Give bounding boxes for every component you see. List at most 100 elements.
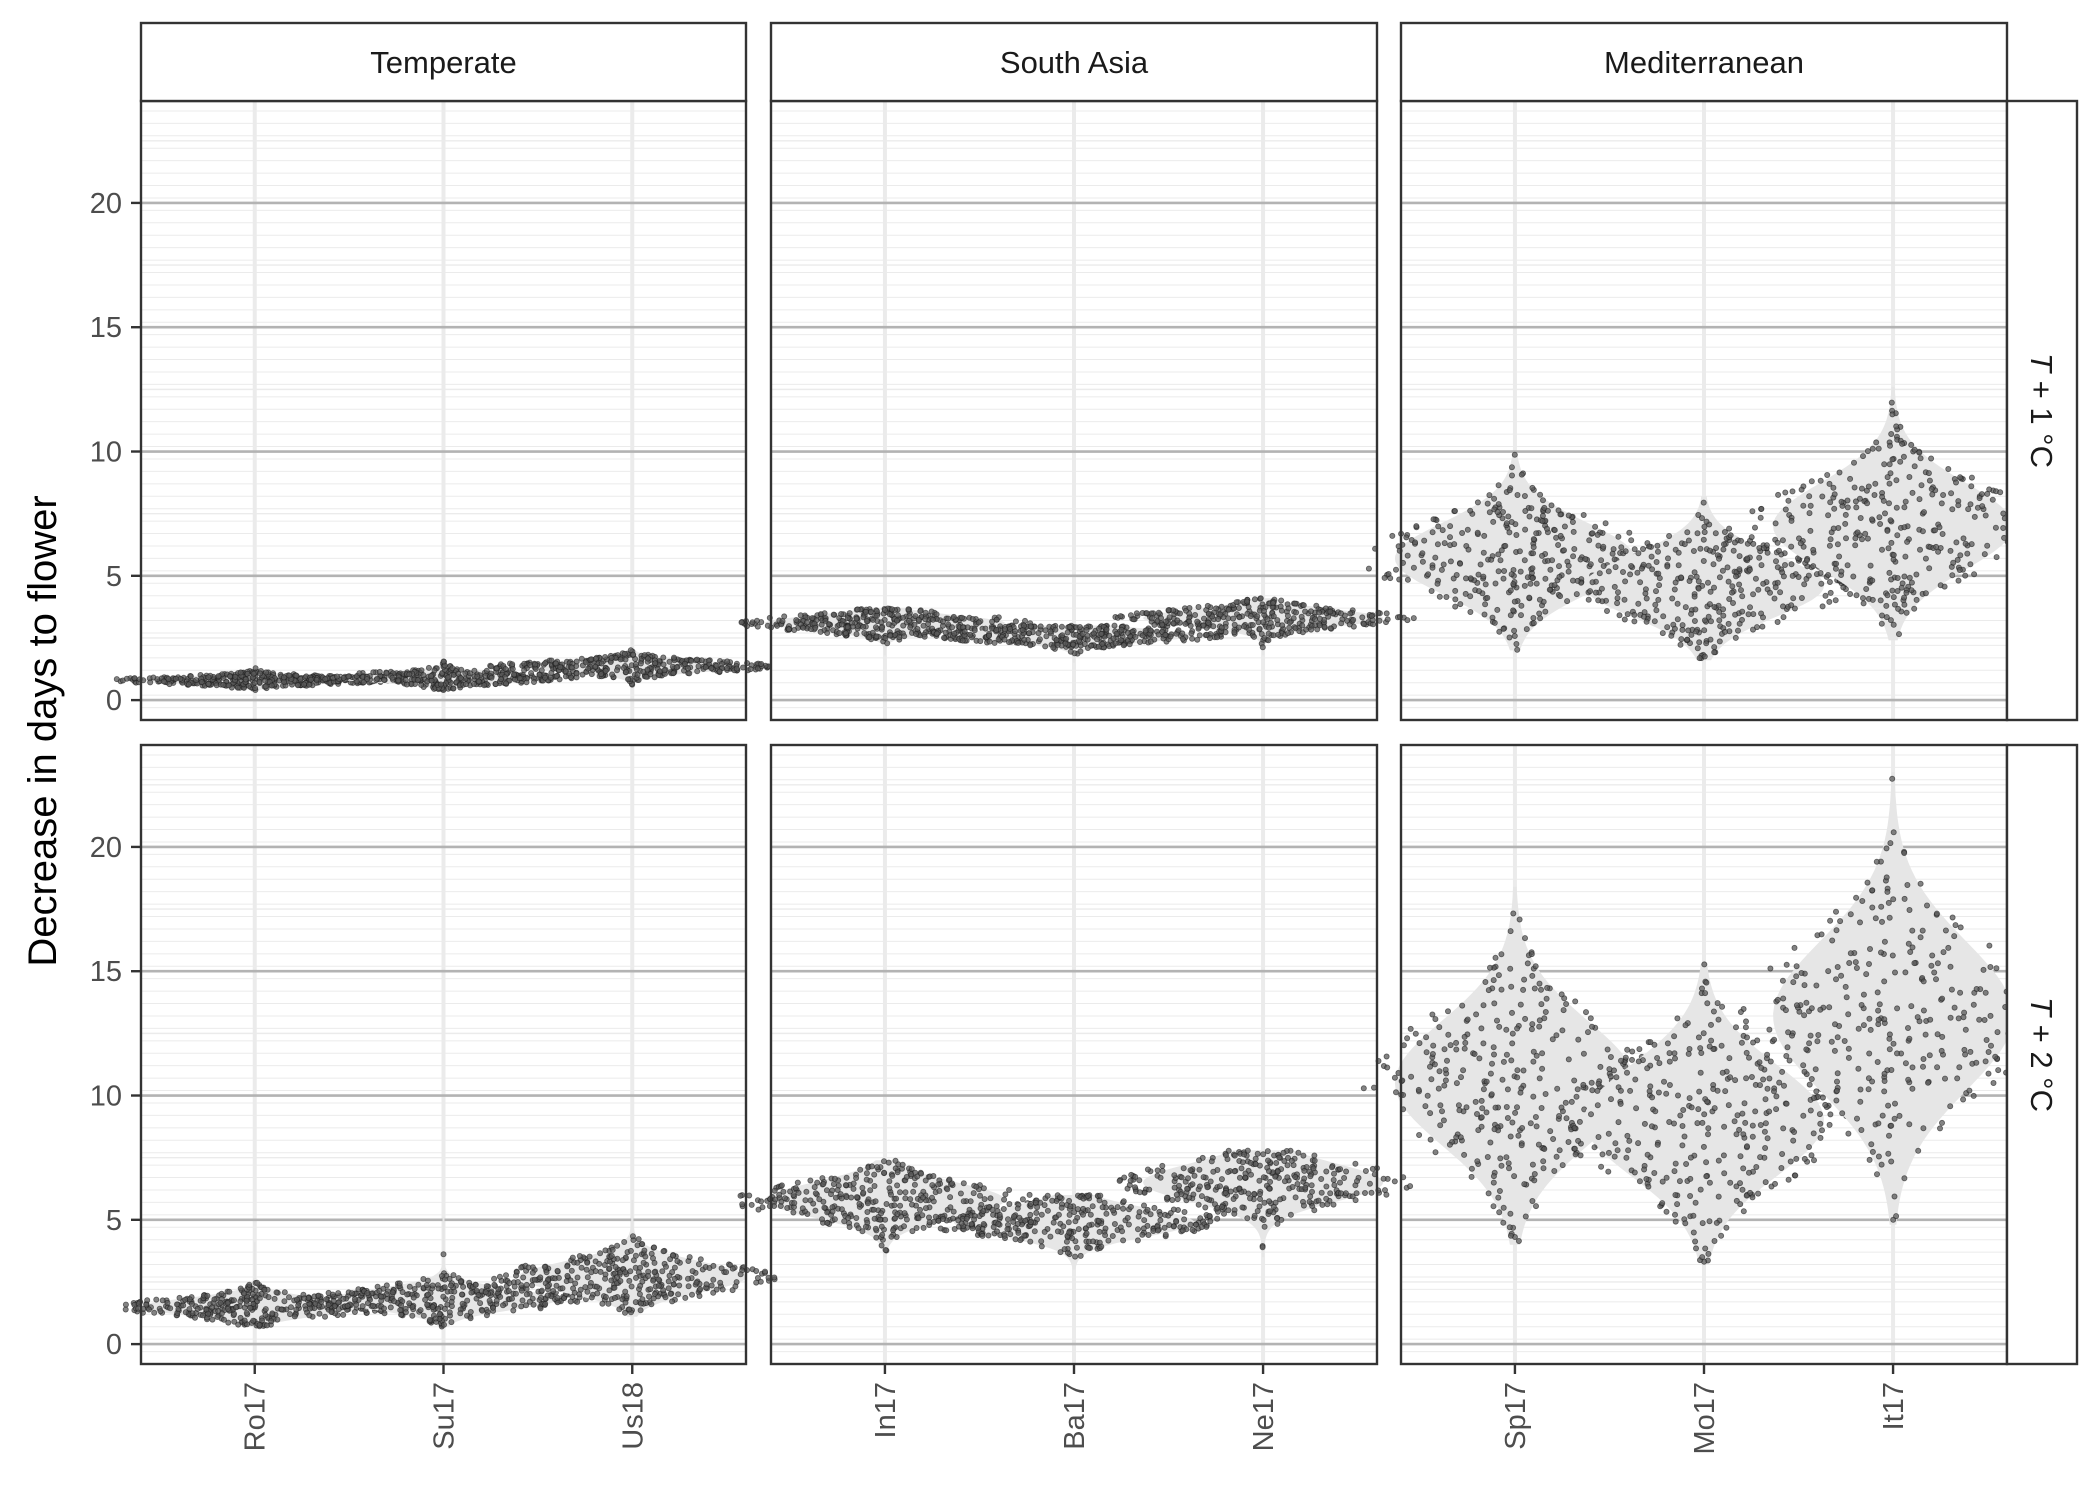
data-point bbox=[928, 608, 935, 615]
data-point bbox=[941, 634, 948, 641]
data-point bbox=[1935, 548, 1942, 555]
data-point bbox=[717, 1279, 724, 1286]
data-point bbox=[226, 673, 233, 680]
data-point bbox=[1060, 1223, 1067, 1230]
data-point bbox=[1881, 461, 1888, 468]
data-point bbox=[807, 1177, 814, 1184]
data-point bbox=[243, 1310, 250, 1317]
data-point bbox=[950, 1215, 957, 1222]
data-point bbox=[573, 670, 580, 677]
data-point bbox=[328, 1309, 335, 1316]
data-point bbox=[1015, 1229, 1022, 1236]
data-point bbox=[1083, 1230, 1090, 1237]
data-point bbox=[868, 1163, 875, 1170]
data-point bbox=[242, 676, 249, 683]
data-point bbox=[1901, 524, 1908, 531]
data-point bbox=[1806, 493, 1813, 500]
data-point bbox=[1510, 581, 1517, 588]
data-point bbox=[1884, 527, 1891, 534]
data-point bbox=[1655, 570, 1662, 577]
data-point bbox=[1854, 529, 1861, 536]
data-point bbox=[1685, 627, 1692, 634]
data-point bbox=[1501, 568, 1508, 575]
data-point bbox=[1565, 562, 1572, 569]
data-point bbox=[1677, 641, 1684, 648]
data-point bbox=[344, 1302, 351, 1309]
data-point bbox=[975, 1225, 982, 1232]
data-point bbox=[187, 673, 194, 680]
data-point bbox=[1859, 536, 1866, 543]
data-point bbox=[1556, 563, 1563, 570]
data-point bbox=[1851, 459, 1858, 466]
data-point bbox=[1611, 583, 1618, 590]
data-point bbox=[859, 1184, 866, 1191]
data-point bbox=[544, 1283, 551, 1290]
data-point bbox=[406, 671, 413, 678]
data-point bbox=[145, 1306, 152, 1313]
data-point bbox=[868, 608, 875, 615]
data-point bbox=[1144, 1206, 1151, 1213]
data-point bbox=[263, 1322, 270, 1329]
data-point bbox=[930, 616, 937, 623]
data-point bbox=[1926, 565, 1933, 572]
data-point bbox=[666, 658, 673, 665]
data-point bbox=[1077, 1252, 1084, 1259]
data-point bbox=[211, 1296, 218, 1303]
data-point bbox=[980, 1221, 987, 1228]
data-point bbox=[772, 1196, 779, 1203]
data-point bbox=[294, 682, 301, 689]
data-point bbox=[1506, 529, 1513, 536]
data-point bbox=[1500, 508, 1507, 515]
data-point bbox=[1997, 489, 2004, 496]
data-point bbox=[639, 1241, 646, 1248]
data-point bbox=[1678, 636, 1685, 643]
data-point bbox=[1435, 523, 1442, 530]
data-point bbox=[1428, 588, 1435, 595]
data-point bbox=[243, 1297, 250, 1304]
data-point bbox=[1245, 604, 1252, 611]
data-point bbox=[440, 1251, 447, 1258]
data-point bbox=[1368, 612, 1375, 619]
data-point bbox=[942, 629, 949, 636]
data-point bbox=[1359, 614, 1366, 621]
data-point bbox=[622, 1269, 629, 1276]
data-point bbox=[1528, 505, 1535, 512]
data-point bbox=[1204, 602, 1211, 609]
data-point bbox=[488, 674, 495, 681]
data-point bbox=[874, 1164, 881, 1171]
data-point bbox=[176, 1294, 183, 1301]
data-point bbox=[1464, 526, 1471, 533]
data-point bbox=[224, 1305, 231, 1312]
data-point bbox=[660, 661, 667, 668]
data-point bbox=[1830, 525, 1837, 532]
data-point bbox=[1609, 550, 1616, 557]
data-point bbox=[1486, 492, 1493, 499]
data-point bbox=[569, 1254, 576, 1261]
data-point bbox=[1716, 555, 1723, 562]
data-point bbox=[667, 1290, 674, 1297]
data-point bbox=[843, 1174, 850, 1181]
data-point bbox=[1429, 564, 1436, 571]
data-point bbox=[281, 1298, 288, 1305]
data-point bbox=[374, 675, 381, 682]
data-point bbox=[1640, 546, 1647, 553]
data-point bbox=[863, 618, 870, 625]
data-point bbox=[1201, 615, 1208, 622]
data-point bbox=[1831, 505, 1838, 512]
data-point bbox=[380, 1305, 387, 1312]
data-point bbox=[862, 608, 869, 615]
data-point bbox=[1901, 504, 1908, 511]
data-point bbox=[498, 676, 505, 683]
data-point bbox=[518, 1282, 525, 1289]
data-point bbox=[708, 1282, 715, 1289]
data-point bbox=[1064, 629, 1071, 636]
data-point bbox=[838, 611, 845, 618]
data-point bbox=[1507, 587, 1514, 594]
data-point bbox=[1729, 589, 1736, 596]
data-point bbox=[1095, 625, 1102, 632]
data-point bbox=[791, 1200, 798, 1207]
data-point bbox=[1818, 580, 1825, 587]
data-point bbox=[378, 1293, 385, 1300]
data-point bbox=[1055, 1211, 1062, 1218]
data-point bbox=[1984, 542, 1991, 549]
